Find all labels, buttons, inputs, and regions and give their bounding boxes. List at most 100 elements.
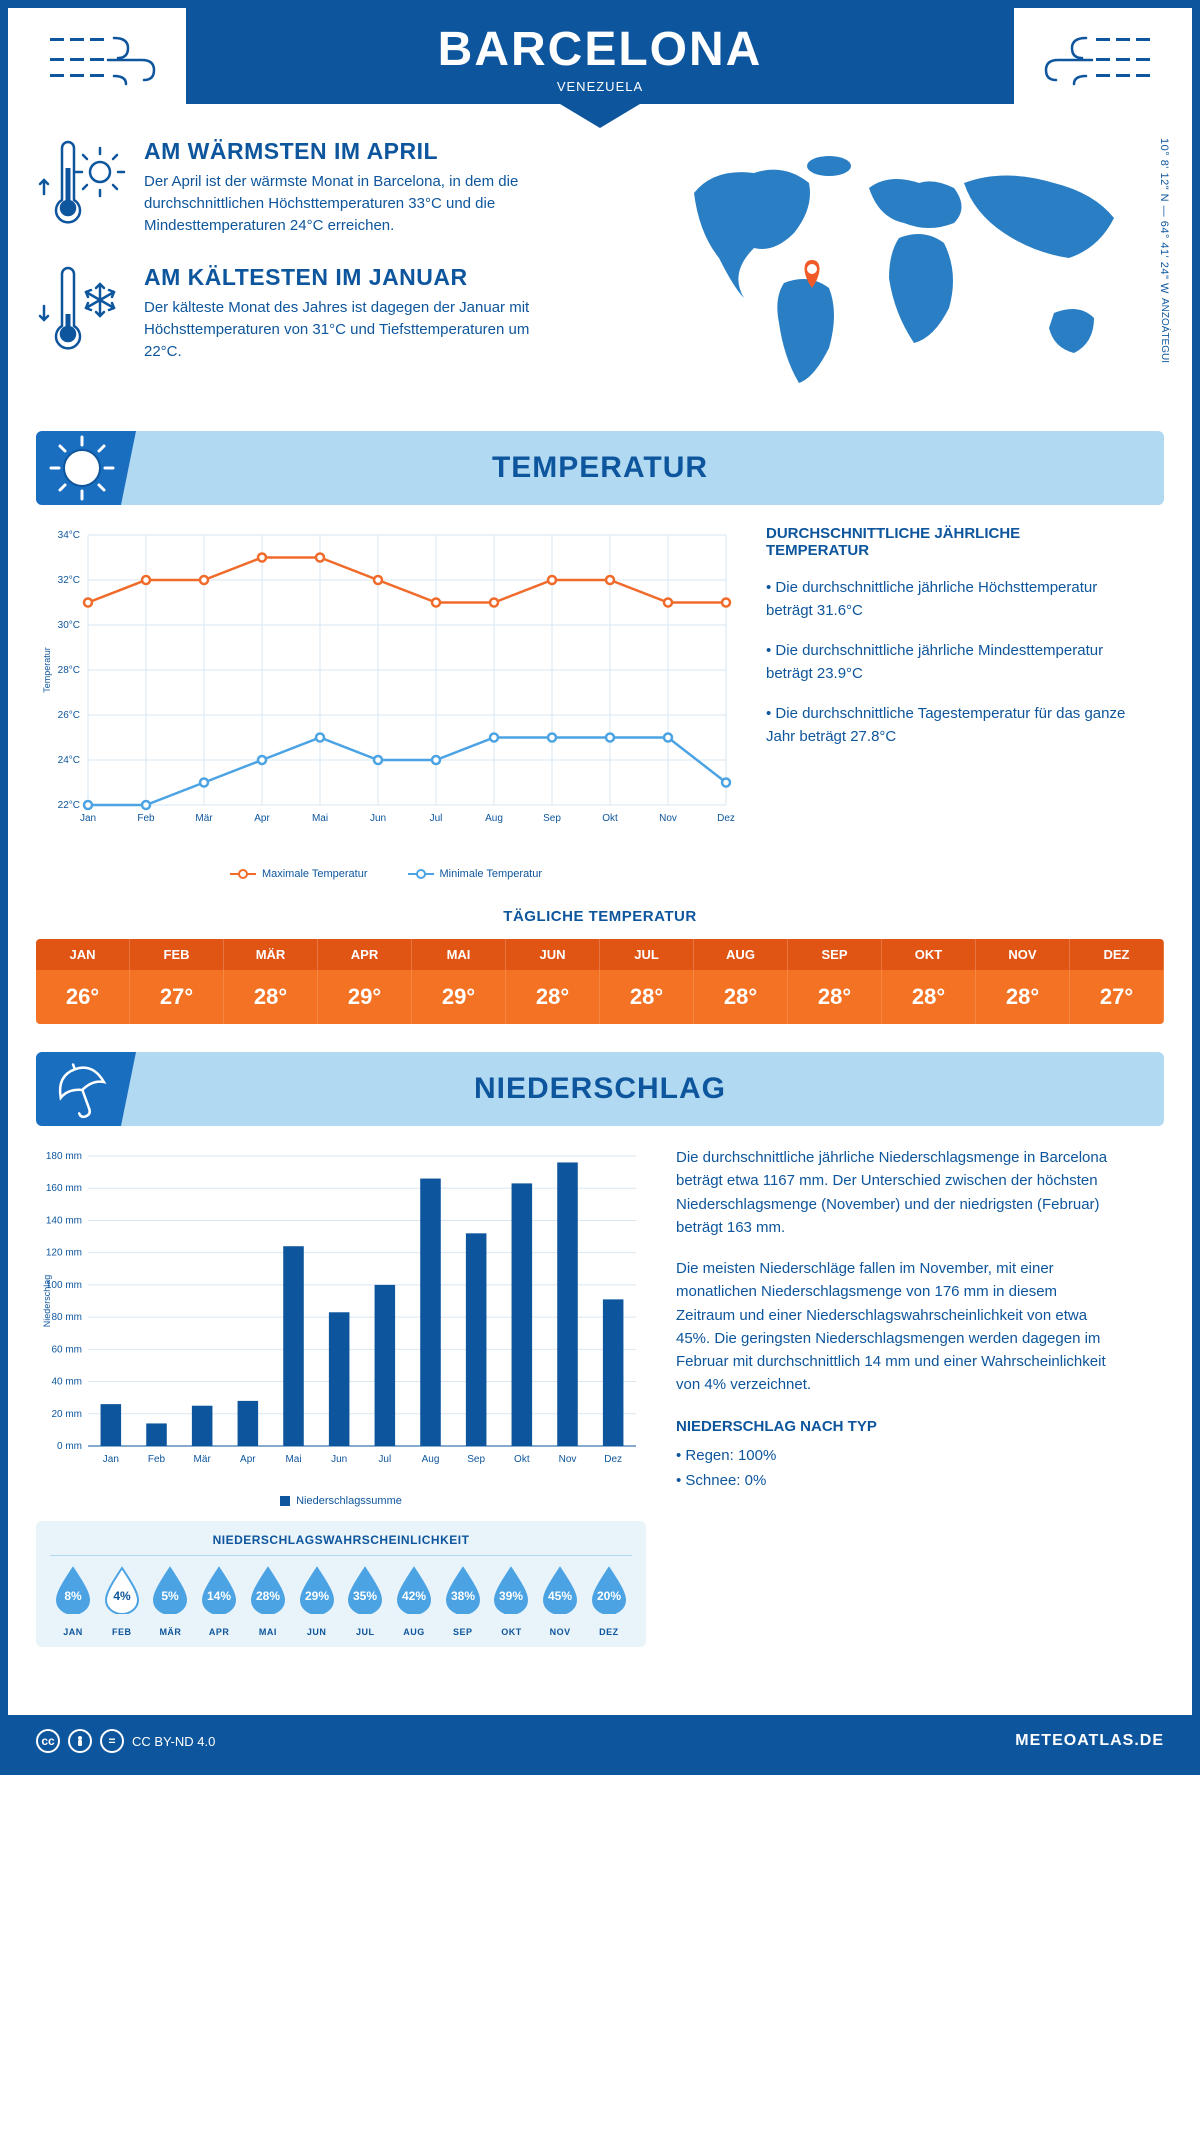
daily-temperature: TÄGLICHE TEMPERATUR JAN26°FEB27°MÄR28°AP…	[36, 908, 1164, 1024]
drop-col: 29% JUN	[294, 1566, 340, 1637]
region-label: ANZOÁTEGUI	[1159, 298, 1170, 363]
svg-text:Aug: Aug	[485, 813, 503, 824]
svg-text:Nov: Nov	[659, 813, 677, 824]
precip-type-title: NIEDERSCHLAG NACH TYP	[676, 1415, 1116, 1438]
daily-title: TÄGLICHE TEMPERATUR	[36, 908, 1164, 925]
probability-box: NIEDERSCHLAGSWAHRSCHEINLICHKEIT 8% JAN 4…	[36, 1521, 646, 1647]
svg-text:20%: 20%	[597, 1589, 621, 1603]
coldest-title: AM KÄLTESTEN IM JANUAR	[144, 264, 544, 291]
drop-col: 20% DEZ	[586, 1566, 632, 1637]
svg-text:60 mm: 60 mm	[51, 1344, 82, 1355]
svg-text:Jan: Jan	[80, 813, 96, 824]
daily-col: MÄR28°	[224, 939, 318, 1024]
svg-text:28°C: 28°C	[58, 665, 80, 676]
temp-info-b2: • Die durchschnittliche jährliche Mindes…	[766, 640, 1126, 685]
svg-text:160 mm: 160 mm	[46, 1183, 82, 1194]
drop-col: 28% MAI	[245, 1566, 291, 1637]
svg-text:Niederschlag: Niederschlag	[42, 1275, 52, 1328]
svg-text:45%: 45%	[548, 1589, 572, 1603]
svg-text:Sep: Sep	[543, 813, 561, 824]
warmest-block: AM WÄRMSTEN IM APRIL Der April ist der w…	[36, 138, 654, 236]
temp-info-b3: • Die durchschnittliche Tagestemperatur …	[766, 703, 1126, 748]
svg-text:0 mm: 0 mm	[57, 1441, 82, 1452]
precip-p1: Die durchschnittliche jährliche Niedersc…	[676, 1146, 1116, 1239]
svg-text:5%: 5%	[162, 1589, 180, 1603]
svg-text:Jun: Jun	[370, 813, 386, 824]
svg-text:80 mm: 80 mm	[51, 1312, 82, 1323]
footer: cc = CC BY-ND 4.0 METEOATLAS.DE	[8, 1715, 1192, 1767]
drop-col: 8% JAN	[50, 1566, 96, 1637]
svg-text:28%: 28%	[256, 1589, 280, 1603]
svg-text:140 mm: 140 mm	[46, 1215, 82, 1226]
daily-col: APR29°	[318, 939, 412, 1024]
svg-text:Feb: Feb	[148, 1454, 166, 1465]
daily-col: OKT28°	[882, 939, 976, 1024]
world-map: 10° 8' 12" N — 64° 41' 24" W ANZOÁTEGUI	[674, 138, 1164, 403]
svg-text:24°C: 24°C	[58, 755, 80, 766]
temp-info-title: DURCHSCHNITTLICHE JÄHRLICHE TEMPERATUR	[766, 525, 1126, 559]
drop-col: 4% FEB	[99, 1566, 145, 1637]
climate-summary: AM WÄRMSTEN IM APRIL Der April ist der w…	[36, 138, 1164, 403]
temp-info-b1: • Die durchschnittliche jährliche Höchst…	[766, 577, 1126, 622]
svg-text:38%: 38%	[451, 1589, 475, 1603]
svg-text:20 mm: 20 mm	[51, 1409, 82, 1420]
svg-text:Dez: Dez	[604, 1454, 622, 1465]
svg-text:Mär: Mär	[194, 1454, 212, 1465]
daily-col: DEZ27°	[1070, 939, 1164, 1024]
daily-col: AUG28°	[694, 939, 788, 1024]
svg-text:26°C: 26°C	[58, 710, 80, 721]
precip-legend: Niederschlagssumme	[296, 1495, 402, 1507]
svg-text:Mär: Mär	[195, 813, 213, 824]
legend-max: Maximale Temperatur	[262, 868, 368, 880]
svg-text:Apr: Apr	[254, 813, 270, 824]
temperature-chart: 22°C24°C26°C28°C30°C32°C34°CJanFebMärApr…	[36, 525, 736, 880]
nd-icon: =	[100, 1729, 124, 1753]
wind-icon-right	[1034, 8, 1164, 108]
precipitation-chart: 0 mm20 mm40 mm60 mm80 mm100 mm120 mm140 …	[36, 1146, 646, 1507]
drop-col: 42% AUG	[391, 1566, 437, 1637]
thermometer-snow-icon	[36, 264, 126, 354]
svg-text:Mai: Mai	[285, 1454, 301, 1465]
warmest-text: Der April ist der wärmste Monat in Barce…	[144, 171, 544, 236]
wind-icon-left	[36, 8, 166, 108]
section-title-precip: NIEDERSCHLAG	[36, 1072, 1164, 1106]
daily-col: JUL28°	[600, 939, 694, 1024]
svg-text:14%: 14%	[207, 1589, 231, 1603]
drop-col: 45% NOV	[537, 1566, 583, 1637]
drop-col: 38% SEP	[440, 1566, 486, 1637]
svg-text:Temperatur: Temperatur	[42, 647, 52, 693]
section-precipitation: NIEDERSCHLAG	[36, 1052, 1164, 1126]
svg-text:34°C: 34°C	[58, 530, 80, 541]
svg-text:Aug: Aug	[422, 1454, 440, 1465]
drop-col: 39% OKT	[488, 1566, 534, 1637]
svg-text:180 mm: 180 mm	[46, 1151, 82, 1162]
svg-text:4%: 4%	[113, 1589, 131, 1603]
svg-text:Dez: Dez	[717, 813, 735, 824]
svg-text:40 mm: 40 mm	[51, 1377, 82, 1388]
svg-text:Jul: Jul	[378, 1454, 391, 1465]
precip-p2: Die meisten Niederschläge fallen im Nove…	[676, 1257, 1116, 1397]
daily-col: SEP28°	[788, 939, 882, 1024]
daily-col: MAI29°	[412, 939, 506, 1024]
svg-text:Okt: Okt	[602, 813, 618, 824]
drop-col: 35% JUL	[342, 1566, 388, 1637]
probability-title: NIEDERSCHLAGSWAHRSCHEINLICHKEIT	[50, 1533, 632, 1556]
sun-icon	[36, 431, 136, 505]
svg-text:120 mm: 120 mm	[46, 1248, 82, 1259]
title-bar: BARCELONA VENEZUELA	[186, 8, 1014, 104]
section-title-temp: TEMPERATUR	[36, 451, 1164, 485]
svg-text:8%: 8%	[64, 1589, 82, 1603]
svg-text:42%: 42%	[402, 1589, 426, 1603]
daily-col: JUN28°	[506, 939, 600, 1024]
coldest-block: AM KÄLTESTEN IM JANUAR Der kälteste Mona…	[36, 264, 654, 362]
svg-text:Jun: Jun	[331, 1454, 347, 1465]
legend-min: Minimale Temperatur	[440, 868, 543, 880]
svg-text:22°C: 22°C	[58, 800, 80, 811]
drop-col: 5% MÄR	[147, 1566, 193, 1637]
svg-text:Feb: Feb	[137, 813, 155, 824]
svg-text:Jan: Jan	[103, 1454, 119, 1465]
cc-icon: cc	[36, 1729, 60, 1753]
svg-text:30°C: 30°C	[58, 620, 80, 631]
city-title: BARCELONA	[246, 22, 954, 77]
warmest-title: AM WÄRMSTEN IM APRIL	[144, 138, 544, 165]
